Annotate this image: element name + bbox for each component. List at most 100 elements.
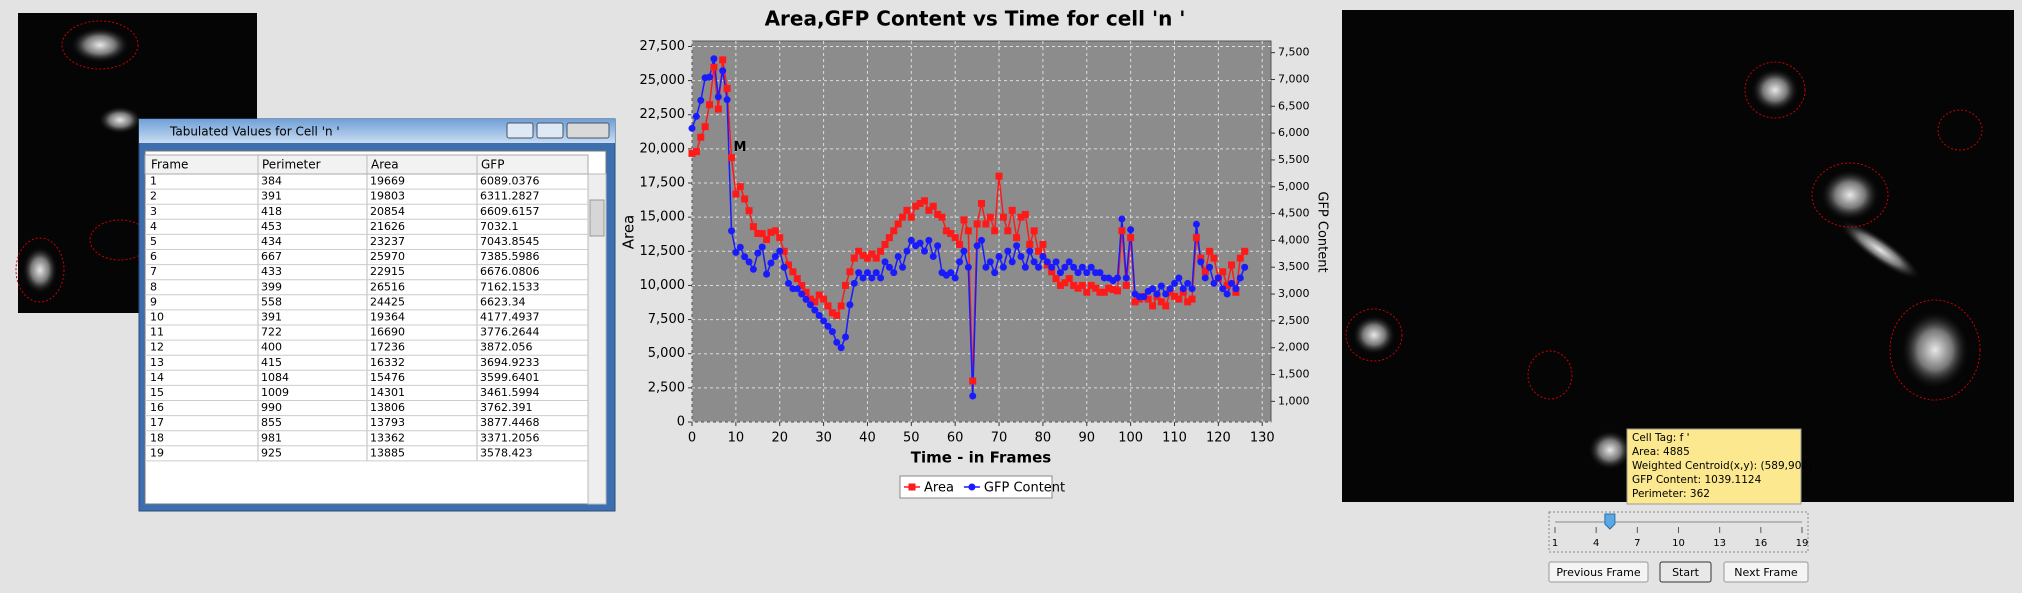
data-point (785, 261, 792, 269)
data-point (1078, 263, 1086, 271)
table-cell: 13806 (370, 401, 405, 414)
table-cell: 4177.4937 (480, 310, 540, 323)
frame-slider[interactable]: 1 4 7 10 13 16 19 (1548, 511, 1809, 553)
chart-title: Area,GFP Content vs Time for cell 'n ' (765, 7, 1186, 31)
data-point (767, 259, 775, 267)
data-point (964, 263, 972, 271)
minimize-button[interactable] (506, 122, 534, 139)
maximize-button[interactable] (536, 122, 564, 139)
data-point (723, 84, 731, 92)
slider-thumb[interactable] (1604, 513, 1616, 530)
data-point (903, 247, 911, 255)
button-label[interactable]: Previous Frame (1556, 566, 1640, 579)
data-point (1228, 279, 1236, 287)
y2-tick-label: 2,000 (1278, 341, 1310, 354)
data-point (1008, 258, 1016, 266)
data-point (916, 239, 924, 247)
column-header: GFP (481, 158, 504, 172)
data-point (1052, 258, 1060, 266)
data-point (1026, 240, 1034, 248)
button[interactable] (1548, 561, 1649, 583)
slider-tick-label: 19 (1796, 538, 1809, 549)
y-tick-label: 25,000 (640, 73, 686, 88)
data-point (815, 291, 823, 299)
data-point (745, 258, 753, 266)
data-point (877, 247, 885, 255)
y-tick-label: 2,500 (648, 380, 685, 395)
data-point (859, 251, 867, 259)
button[interactable] (1723, 561, 1809, 583)
tooltip-line: Perimeter: 362 (1632, 488, 1710, 500)
data-point (885, 234, 893, 242)
data-point (995, 172, 1003, 180)
data-point (1175, 274, 1183, 282)
x-tick-label: 60 (947, 431, 964, 446)
button-label[interactable]: Next Frame (1734, 566, 1798, 579)
data-point (754, 229, 762, 237)
right-image (1342, 10, 2014, 502)
data-point (855, 247, 863, 255)
data-point (1122, 281, 1130, 289)
data-point (850, 279, 858, 287)
data-point (688, 124, 696, 132)
scroll-thumb[interactable] (589, 199, 605, 237)
data-point (1223, 290, 1231, 298)
data-point (1232, 285, 1240, 293)
legend-marker (968, 483, 976, 491)
data-point (793, 285, 801, 293)
data-point (1017, 252, 1025, 260)
data-point (780, 247, 788, 255)
table-cell: 418 (261, 205, 282, 218)
data-point (1026, 247, 1034, 255)
buttons: Previous Frame Start Next Frame (1548, 561, 1809, 583)
data-point (736, 183, 744, 191)
data-point (1192, 234, 1200, 242)
table-cell: 23237 (370, 235, 405, 248)
table-cell: 13 (150, 356, 164, 369)
data-point (969, 377, 977, 385)
table-cell: 667 (261, 250, 282, 263)
data-point (1030, 258, 1038, 266)
data-point (1210, 254, 1218, 262)
data-point (907, 236, 915, 244)
data-point (732, 248, 740, 256)
data-point (723, 96, 731, 104)
x-tick-label: 40 (859, 431, 876, 446)
close-button[interactable] (566, 122, 610, 139)
table-cell: 21626 (370, 220, 405, 233)
table-cell: 3461.5994 (480, 386, 540, 399)
button[interactable] (1659, 561, 1712, 583)
legend-label: GFP Content (984, 481, 1065, 496)
data-point (1166, 285, 1174, 293)
annotation: M (733, 140, 746, 155)
data-point (942, 227, 950, 235)
button-label[interactable]: Start (1672, 566, 1700, 579)
data-point (947, 269, 955, 277)
data-point (811, 306, 819, 314)
x-axis-label: Time - in Frames (911, 449, 1051, 467)
table-cell: 3371.2056 (480, 431, 540, 444)
table-cell: 19803 (370, 190, 405, 203)
x-tick-label: 30 (815, 431, 832, 446)
data-point (732, 190, 740, 198)
data-point (1087, 281, 1095, 289)
data-point (1188, 285, 1196, 293)
data-point (1092, 284, 1100, 292)
data-point (1157, 282, 1165, 290)
data-point (1228, 261, 1236, 269)
data-point (1083, 269, 1091, 277)
data-point (824, 322, 832, 330)
data-point (1206, 247, 1214, 255)
data-point (736, 243, 744, 251)
data-point (1035, 263, 1043, 271)
data-point (1056, 281, 1064, 289)
table-cell: 6609.6157 (480, 205, 540, 218)
data-point (692, 112, 700, 120)
data-point (951, 234, 959, 242)
data-point (938, 213, 946, 221)
data-point (1017, 213, 1025, 221)
data-point (1236, 254, 1244, 262)
data-point (749, 223, 757, 231)
scrollbar[interactable] (587, 173, 607, 505)
data-point (951, 274, 959, 282)
